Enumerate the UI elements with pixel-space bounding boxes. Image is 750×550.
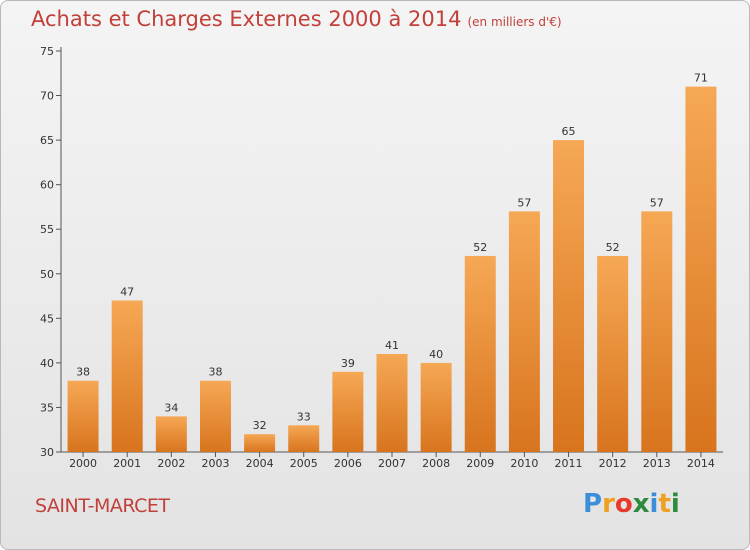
bar	[155, 416, 187, 452]
x-tick-label: 2001	[113, 457, 141, 470]
bar	[288, 425, 320, 452]
y-tick-label: 40	[40, 357, 54, 370]
bar	[376, 353, 408, 452]
x-tick-label: 2004	[246, 457, 274, 470]
x-tick-label: 2003	[201, 457, 229, 470]
y-tick-label: 50	[40, 268, 54, 281]
logo-letter: o	[614, 489, 633, 519]
logo-letter: P	[583, 489, 603, 519]
y-tick-label: 75	[40, 45, 54, 58]
y-tick-label: 55	[40, 223, 54, 236]
logo-letter: r	[602, 489, 615, 519]
y-tick: 70	[40, 90, 61, 103]
data-label: 40	[429, 348, 443, 361]
bar	[641, 211, 673, 452]
bars	[67, 86, 717, 453]
y-tick-label: 45	[40, 312, 54, 325]
bar	[553, 140, 585, 452]
bar	[332, 371, 364, 452]
data-label: 47	[120, 286, 134, 299]
town-name: SAINT-MARCET	[35, 495, 170, 517]
y-tick-label: 65	[40, 134, 54, 147]
data-label: 39	[341, 357, 355, 370]
logo-letter: x	[632, 489, 650, 519]
x-tick-label: 2013	[643, 457, 671, 470]
data-label: 38	[208, 366, 222, 379]
proxiti-logo: Proxiti	[583, 489, 680, 519]
bar	[199, 380, 231, 452]
data-label: 57	[650, 196, 664, 209]
bar	[111, 300, 143, 452]
x-tick-label: 2009	[466, 457, 494, 470]
y-tick: 30	[40, 446, 61, 459]
data-label: 38	[76, 366, 90, 379]
data-label: 52	[473, 241, 487, 254]
data-label: 52	[606, 241, 620, 254]
data-label: 33	[297, 410, 311, 423]
y-tick: 55	[40, 223, 61, 236]
chart-title: Achats et Charges Externes 2000 à 2014 (e…	[31, 7, 562, 31]
y-tick: 45	[40, 312, 61, 325]
y-tick: 40	[40, 357, 61, 370]
chart-subtitle: (en milliers d'€)	[467, 15, 562, 29]
x-tick-label: 2014	[687, 457, 715, 470]
y-tick-label: 60	[40, 179, 54, 192]
bar	[67, 380, 99, 452]
bar	[597, 255, 629, 452]
bar	[420, 362, 452, 452]
y-tick: 35	[40, 401, 61, 414]
x-tick-label: 2008	[422, 457, 450, 470]
data-label: 34	[164, 401, 178, 414]
bar	[464, 255, 496, 452]
x-tick-label: 2006	[334, 457, 362, 470]
bar	[685, 86, 717, 453]
logo-letter: i	[649, 489, 659, 519]
data-label: 41	[385, 339, 399, 352]
x-tick-label: 2000	[69, 457, 97, 470]
data-label: 57	[517, 196, 531, 209]
logo-letter: t	[658, 489, 671, 519]
x-tick-label: 2007	[378, 457, 406, 470]
x-tick-label: 2011	[555, 457, 583, 470]
y-tick-label: 70	[40, 90, 54, 103]
data-label: 32	[253, 419, 267, 432]
chart-title-text: Achats et Charges Externes 2000 à 2014	[31, 7, 462, 31]
y-tick-label: 30	[40, 446, 54, 459]
x-tick-label: 2012	[599, 457, 627, 470]
y-tick: 60	[40, 179, 61, 192]
logo-letter: i	[670, 489, 680, 519]
labels: 38 2000 47 2001 34 2002 38 2003 32 2004 33 2005 39 20…	[69, 72, 715, 470]
bar	[508, 211, 540, 452]
data-label: 65	[562, 125, 576, 138]
x-tick-label: 2002	[157, 457, 185, 470]
x-tick-label: 2010	[510, 457, 538, 470]
y-tick-label: 35	[40, 401, 54, 414]
y-tick: 50	[40, 268, 61, 281]
y-tick: 75	[40, 45, 61, 58]
x-tick-label: 2005	[290, 457, 318, 470]
data-label: 71	[694, 72, 708, 85]
y-tick: 65	[40, 134, 61, 147]
bar	[244, 434, 276, 452]
